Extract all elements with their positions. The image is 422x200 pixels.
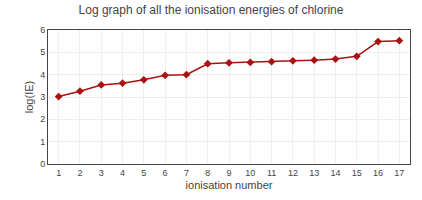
svg-text:10: 10 bbox=[245, 168, 255, 178]
svg-text:16: 16 bbox=[373, 168, 383, 178]
svg-text:4: 4 bbox=[120, 168, 125, 178]
svg-text:1: 1 bbox=[56, 168, 61, 178]
svg-text:14: 14 bbox=[330, 168, 340, 178]
svg-text:13: 13 bbox=[309, 168, 319, 178]
svg-text:7: 7 bbox=[184, 168, 189, 178]
svg-text:3: 3 bbox=[99, 168, 104, 178]
svg-text:5: 5 bbox=[141, 168, 146, 178]
svg-text:2: 2 bbox=[40, 114, 45, 124]
svg-text:log(IE): log(IE) bbox=[23, 81, 35, 113]
svg-text:1: 1 bbox=[40, 137, 45, 147]
svg-text:3: 3 bbox=[40, 92, 45, 102]
svg-text:6: 6 bbox=[40, 25, 45, 35]
svg-text:12: 12 bbox=[288, 168, 298, 178]
svg-text:2: 2 bbox=[77, 168, 82, 178]
svg-text:6: 6 bbox=[163, 168, 168, 178]
svg-text:9: 9 bbox=[226, 168, 231, 178]
svg-text:15: 15 bbox=[352, 168, 362, 178]
svg-text:8: 8 bbox=[205, 168, 210, 178]
svg-text:17: 17 bbox=[394, 168, 404, 178]
svg-text:Log graph of all the ionisatio: Log graph of all the ionisation energies… bbox=[79, 3, 344, 17]
svg-text:0: 0 bbox=[40, 159, 45, 169]
svg-text:4: 4 bbox=[40, 70, 45, 80]
svg-text:ionisation number: ionisation number bbox=[186, 179, 273, 191]
svg-text:5: 5 bbox=[40, 47, 45, 57]
svg-text:11: 11 bbox=[267, 168, 276, 178]
